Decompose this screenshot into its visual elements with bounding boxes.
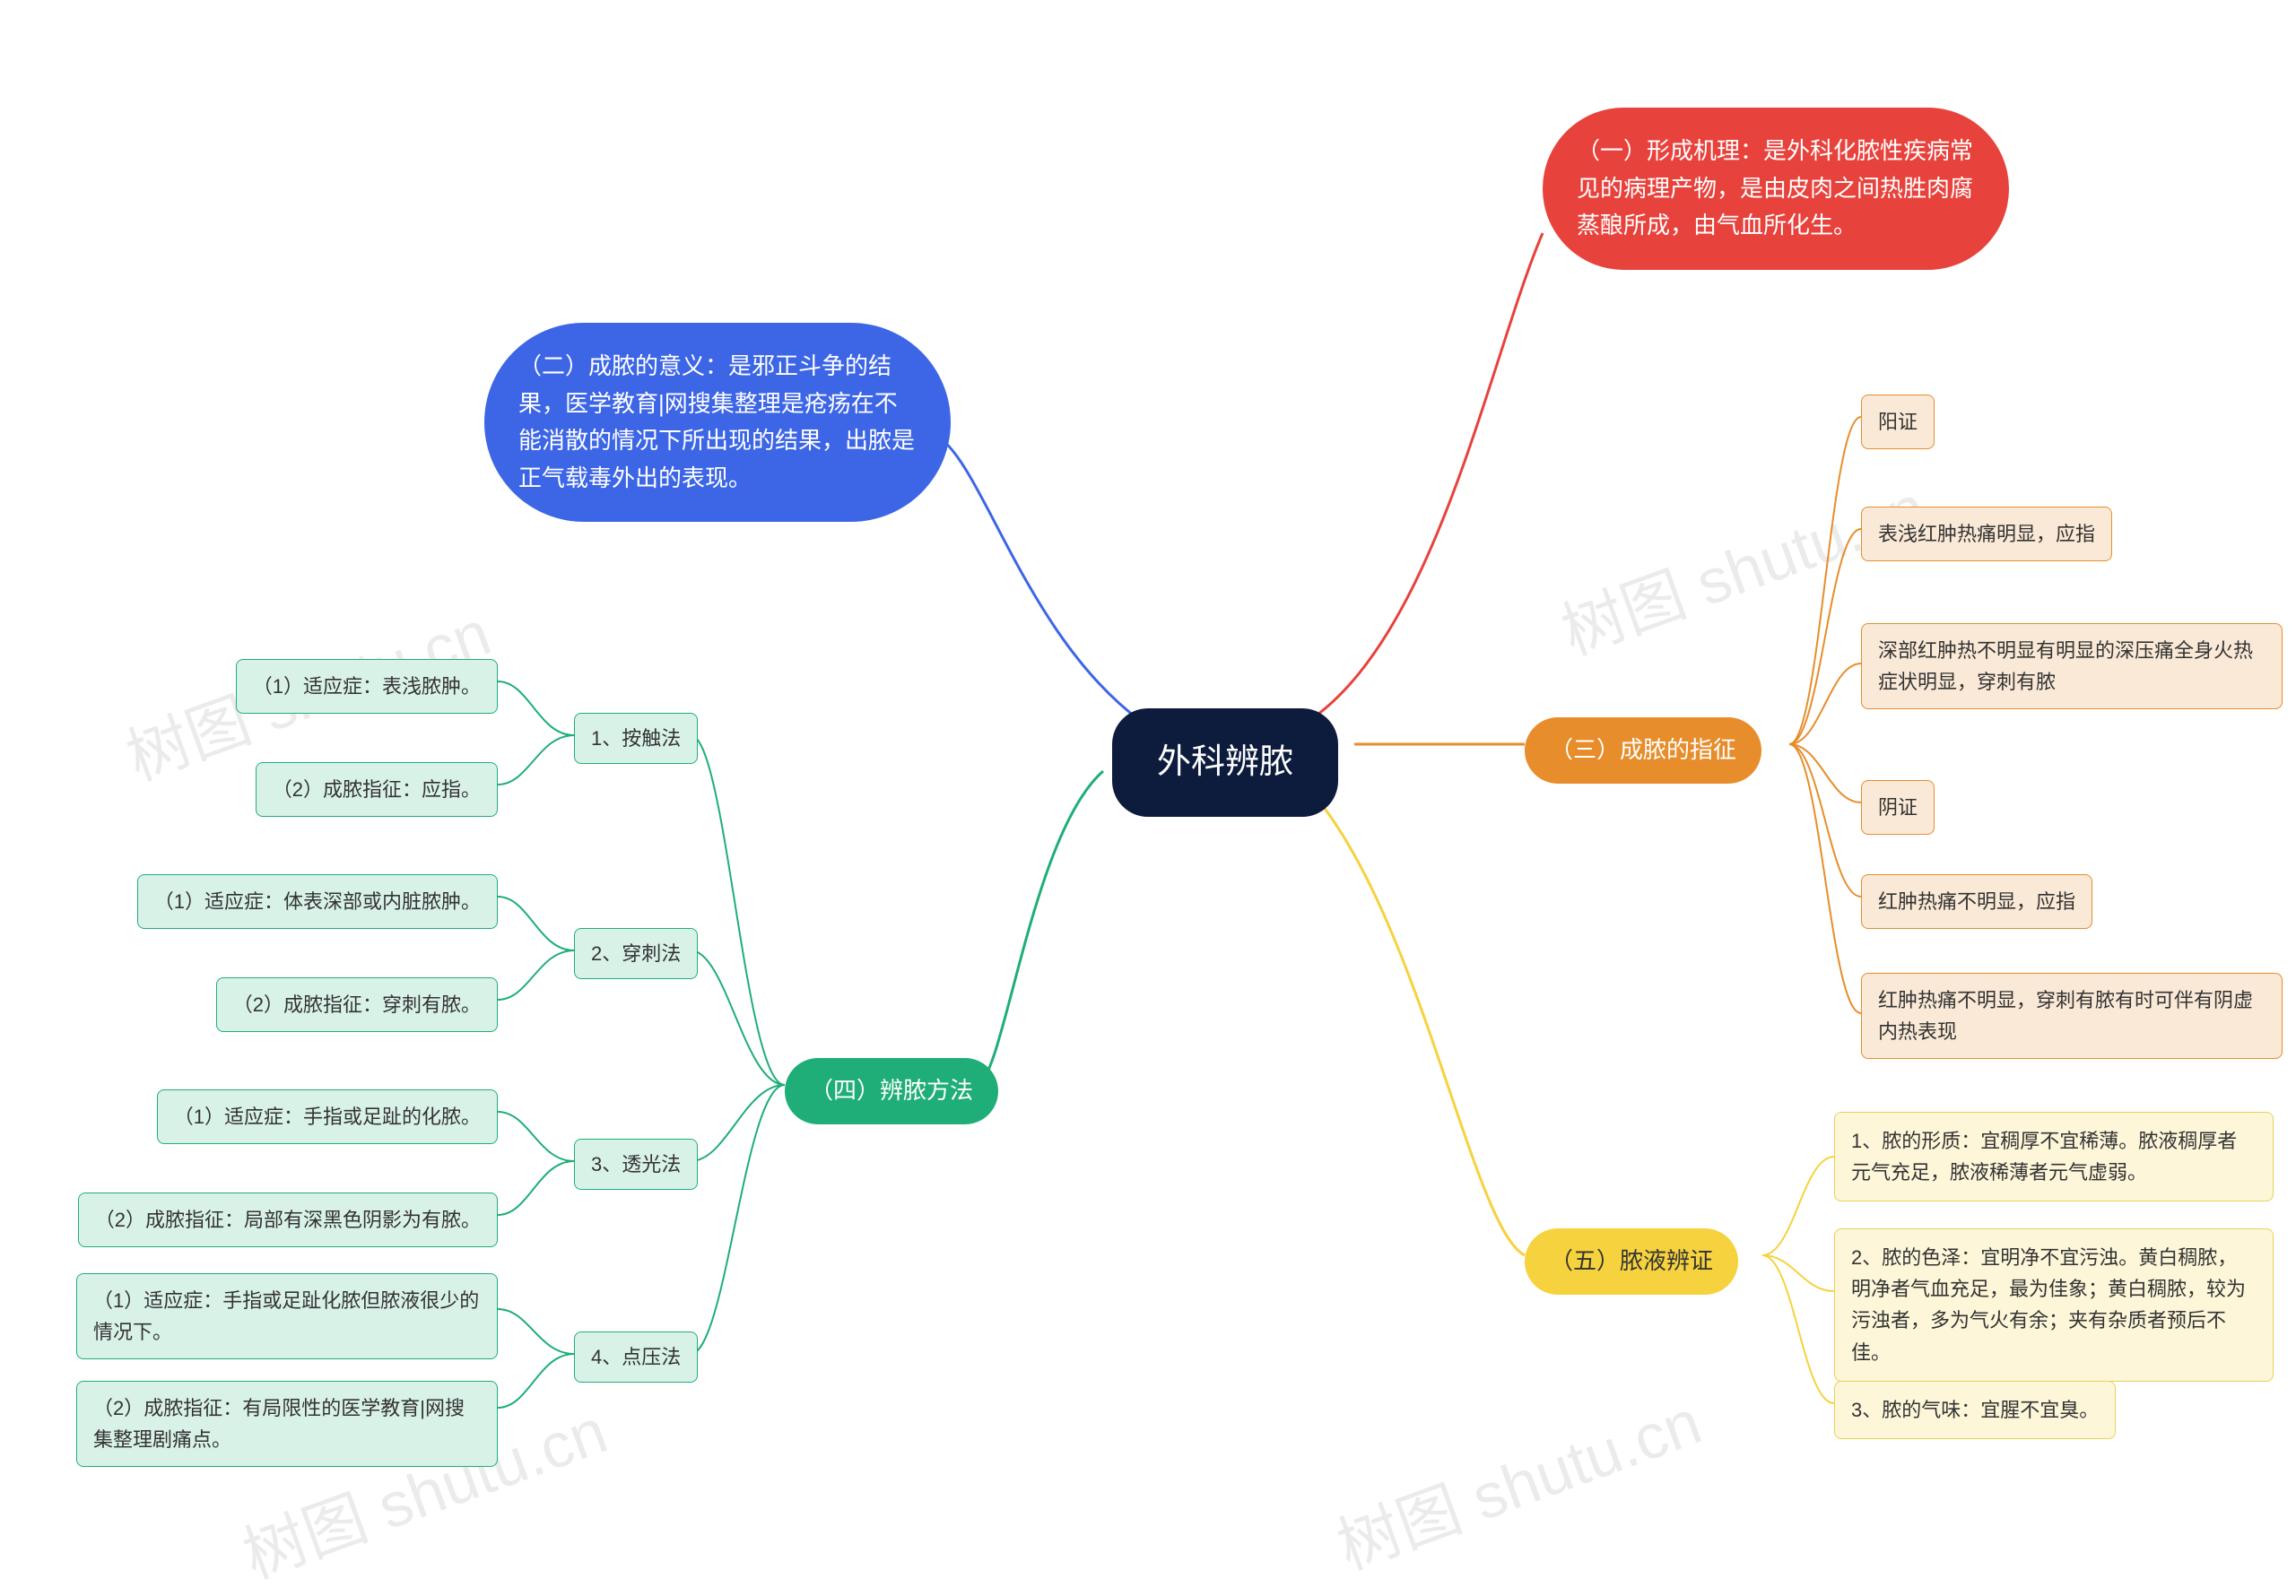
b4-m1-s0[interactable]: （1）适应症：体表深部或内脏脓肿。 (137, 874, 498, 929)
b4-m0-s0[interactable]: （1）适应症：表浅脓肿。 (236, 659, 498, 714)
b3-child-2[interactable]: 深部红肿热不明显有明显的深压痛全身火热症状明显，穿刺有脓 (1861, 623, 2283, 709)
b3-child-4[interactable]: 红肿热痛不明显，应指 (1861, 874, 2092, 929)
b3-child-1[interactable]: 表浅红肿热痛明显，应指 (1861, 507, 2112, 561)
b4-m1-s1[interactable]: （2）成脓指征：穿刺有脓。 (216, 977, 498, 1032)
b3-child-5[interactable]: 红肿热痛不明显，穿刺有脓有时可伴有阴虚内热表现 (1861, 973, 2283, 1059)
b5-child-2[interactable]: 3、脓的气味：宜腥不宜臭。 (1834, 1381, 2116, 1439)
b4-m2-s0[interactable]: （1）适应症：手指或足趾的化脓。 (157, 1089, 498, 1144)
watermark: 树图 shutu.cn (1324, 1373, 1712, 1588)
b5-child-0[interactable]: 1、脓的形质：宜稠厚不宜稀薄。脓液稠厚者元气充足，脓液稀薄者元气虚弱。 (1834, 1112, 2274, 1201)
branch-2[interactable]: （二）成脓的意义：是邪正斗争的结果，医学教育|网搜集整理是疮疡在不能消散的情况下… (484, 323, 951, 522)
b4-m1[interactable]: 2、穿刺法 (574, 928, 698, 979)
b4-m3-s0[interactable]: （1）适应症：手指或足趾化脓但脓液很少的情况下。 (76, 1273, 498, 1359)
b4-m2-s1[interactable]: （2）成脓指征：局部有深黑色阴影为有脓。 (78, 1193, 498, 1247)
b4-m2[interactable]: 3、透光法 (574, 1139, 698, 1190)
b4-m0-s1[interactable]: （2）成脓指征：应指。 (256, 762, 498, 817)
branch-1[interactable]: （一）形成机理：是外科化脓性疾病常见的病理产物，是由皮肉之间热胜肉腐蒸酿所成，由… (1543, 108, 2009, 270)
b4-m3-s1[interactable]: （2）成脓指征：有局限性的医学教育|网搜集整理剧痛点。 (76, 1381, 498, 1467)
branch-5[interactable]: （五）脓液辨证 (1525, 1228, 1738, 1295)
branch-4[interactable]: （四）辨脓方法 (785, 1058, 998, 1124)
center-node[interactable]: 外科辨脓 (1112, 708, 1338, 817)
b4-m3[interactable]: 4、点压法 (574, 1331, 698, 1383)
b4-m0[interactable]: 1、按触法 (574, 713, 698, 764)
b3-child-0[interactable]: 阳证 (1861, 395, 1935, 449)
b5-child-1[interactable]: 2、脓的色泽：宜明净不宜污浊。黄白稠脓，明净者气血充足，最为佳象；黄白稠脓，较为… (1834, 1228, 2274, 1382)
b3-child-3[interactable]: 阴证 (1861, 780, 1935, 835)
mindmap-canvas: 树图 shutu.cn 树图 shutu.cn 树图 shutu.cn 树图 s… (0, 0, 2296, 1453)
branch-3[interactable]: （三）成脓的指征 (1525, 717, 1761, 784)
